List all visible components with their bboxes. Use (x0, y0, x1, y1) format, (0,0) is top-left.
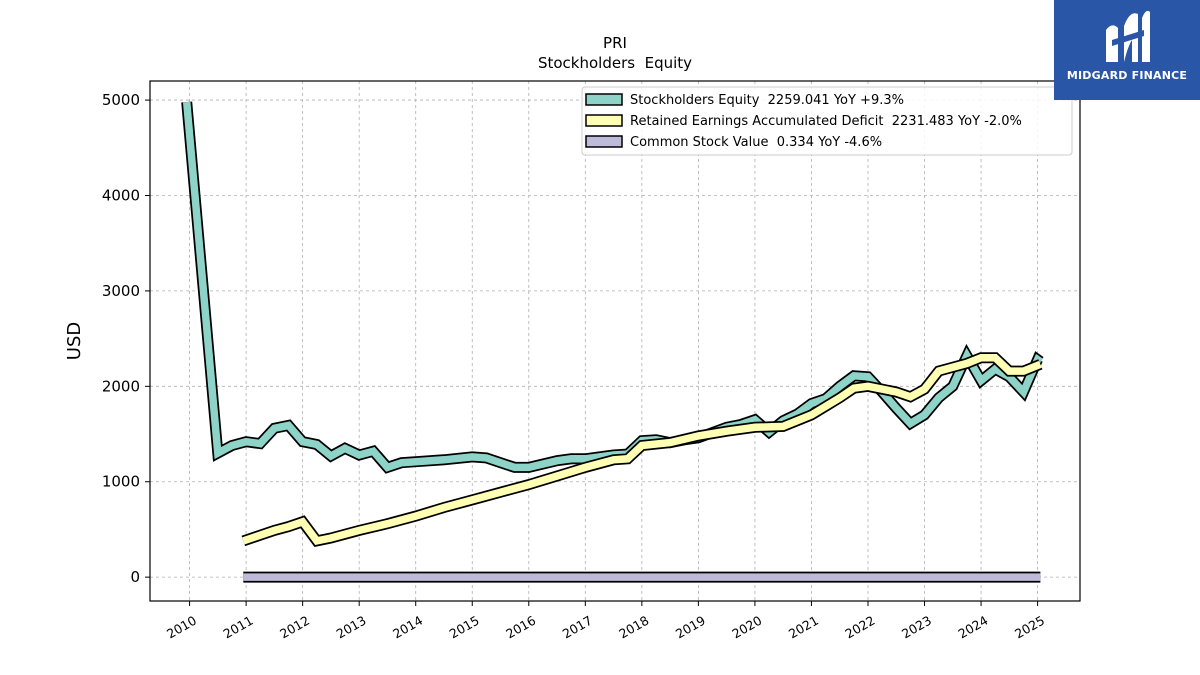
x-tick-label: 2022 (842, 613, 877, 642)
x-tick-label: 2020 (729, 613, 764, 642)
series-outline (181, 101, 1044, 474)
y-tick-label: 2000 (102, 377, 140, 395)
x-tick-label: 2014 (390, 613, 425, 642)
plot-frame (149, 80, 1081, 602)
series-line-1 (241, 352, 1043, 547)
legend-swatch (585, 93, 623, 106)
x-tick-label: 2018 (616, 613, 651, 642)
x-tick-label: 2019 (673, 613, 708, 642)
logo-text: MIDGARD FINANCE (1066, 69, 1188, 82)
y-tick-label: 5000 (102, 91, 140, 109)
series-line-0 (181, 101, 1044, 474)
x-tick-label: 2016 (503, 613, 538, 642)
legend-swatch (585, 135, 623, 148)
legend-label: Stockholders Equity 2259.041 YoY +9.3% (630, 93, 904, 108)
legend-swatch (585, 114, 623, 127)
y-tick-label: 3000 (102, 282, 140, 300)
chart-title: PRI (603, 34, 627, 52)
x-tick-label: 2013 (334, 613, 369, 642)
series-core (242, 353, 1042, 546)
x-tick-label: 2012 (277, 613, 312, 642)
legend-box (581, 86, 1073, 156)
x-tick-label: 2010 (164, 613, 199, 642)
x-tick-label: 2023 (899, 613, 934, 642)
legend: Stockholders Equity 2259.041 YoY +9.3% Re… (581, 86, 1073, 156)
chart-subtitle: Stockholders Equity (538, 54, 692, 72)
y-tick-label: 4000 (102, 186, 140, 204)
logo-mark-icon (1106, 10, 1150, 62)
y-tick-label: 0 (130, 568, 140, 586)
x-tick-label: 2015 (447, 613, 482, 642)
legend-label: Common Stock Value 0.334 YoY -4.6% (630, 135, 882, 150)
axes: 0 1000 2000 3000 4000 5000 2010 2011 2012 2013 201… (102, 91, 1047, 641)
y-tick-label: 1000 (102, 473, 140, 491)
legend-label: Retained Earnings Accumulated Deficit 22… (630, 114, 1022, 129)
grid-lines (150, 81, 1080, 601)
x-tick-label: 2011 (221, 613, 256, 642)
x-tick-label: 2017 (560, 613, 595, 642)
brand-logo: MIDGARD FINANCE (1054, 0, 1200, 100)
x-tick-label: 2021 (786, 613, 821, 642)
x-tick-label: 2025 (1012, 613, 1047, 642)
series-core (182, 101, 1043, 472)
x-tick-label: 2024 (956, 613, 991, 642)
series-layer (181, 101, 1044, 583)
y-axis-label: USD (64, 322, 85, 360)
